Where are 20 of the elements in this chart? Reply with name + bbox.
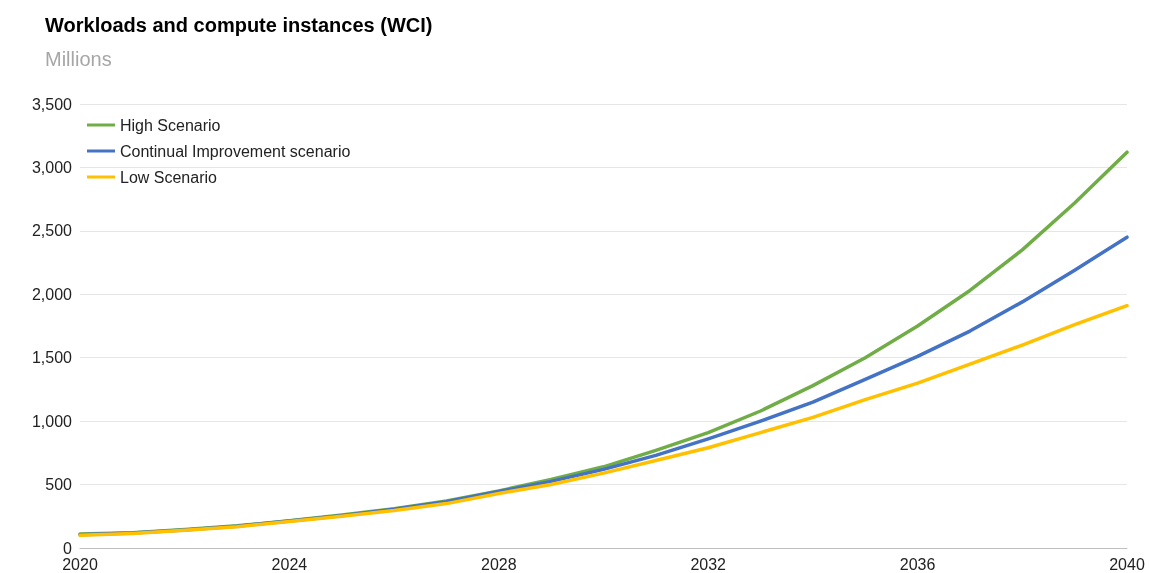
y-tick-label: 0	[63, 539, 73, 557]
chart-title: Workloads and compute instances (WCI)	[45, 14, 433, 36]
y-tick-label: 2,000	[31, 285, 73, 303]
line-series	[78, 303, 1129, 538]
chart-subtitle: Millions	[45, 48, 112, 70]
y-tick-label: 500	[45, 476, 73, 494]
y-tick-label: 2,500	[31, 222, 73, 240]
x-tick-label: 2040	[1109, 555, 1145, 573]
x-tick-label: 2024	[271, 555, 308, 573]
y-tick-label: 1,500	[31, 349, 73, 367]
legend-label: High Scenario	[120, 116, 221, 134]
y-tick-label: 3,500	[31, 95, 73, 113]
y-tick-label: 3,000	[31, 158, 73, 176]
x-tick-label: 2036	[899, 555, 936, 573]
y-tick-label: 1,000	[31, 412, 73, 430]
legend-label: Continual Improvement scenario	[120, 142, 351, 160]
x-tick-label: 2020	[62, 555, 98, 573]
legend-label: Low Scenario	[120, 168, 218, 186]
x-tick-label: 2032	[690, 555, 727, 573]
x-tick-label: 2028	[481, 555, 517, 573]
